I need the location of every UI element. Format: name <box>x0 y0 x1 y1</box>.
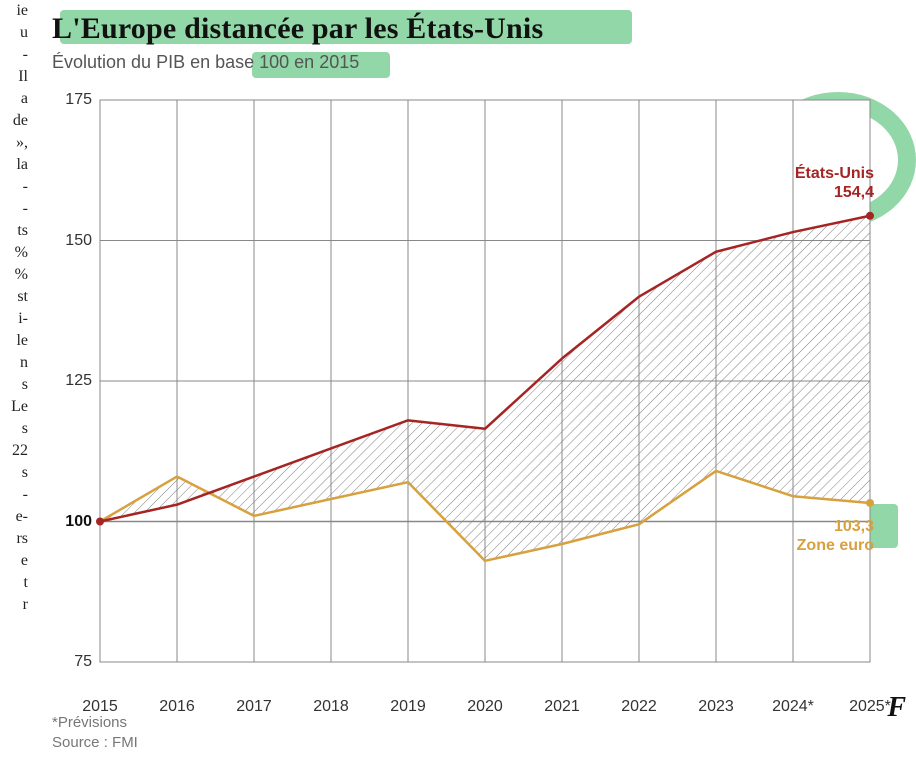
footnote: *Prévisions <box>52 714 127 731</box>
x-tick-label: 2021 <box>544 698 580 716</box>
series-value-us: 154,4 <box>795 183 874 202</box>
x-tick-label: 2020 <box>467 698 503 716</box>
y-tick-label: 150 <box>65 232 92 250</box>
chart-title: L'Europe distancée par les États-Unis <box>52 12 543 46</box>
publisher-logo: F <box>887 692 906 724</box>
chart-subtitle: Évolution du PIB en base 100 en 2015 <box>52 52 543 73</box>
x-tick-label: 2015 <box>82 698 118 716</box>
chart-svg <box>40 92 900 692</box>
y-tick-label: 175 <box>65 91 92 109</box>
x-tick-label: 2017 <box>236 698 272 716</box>
x-tick-label: 2019 <box>390 698 426 716</box>
y-tick-label: 125 <box>65 372 92 390</box>
x-tick-label: 2016 <box>159 698 195 716</box>
x-tick-label: 2024* <box>772 698 814 716</box>
chart: 75100125150175 2015201620172018201920202… <box>40 92 900 692</box>
series-label-euro: 103,3Zone euro <box>797 517 874 555</box>
x-tick-label: 2022 <box>621 698 657 716</box>
x-tick-label: 2018 <box>313 698 349 716</box>
series-name-euro: Zone euro <box>797 536 874 555</box>
x-tick-label: 2025* <box>849 698 891 716</box>
y-tick-label: 100 <box>65 513 92 531</box>
y-tick-label: 75 <box>74 653 92 671</box>
series-name-us: États-Unis <box>795 164 874 183</box>
source: Source : FMI <box>52 734 138 751</box>
chart-header: L'Europe distancée par les États-Unis Év… <box>52 12 543 73</box>
series-label-us: États-Unis154,4 <box>795 164 874 202</box>
x-tick-label: 2023 <box>698 698 734 716</box>
series-value-euro: 103,3 <box>797 517 874 536</box>
article-fragment: ieu-Ilade»,la--ts%%sti-lensLes22s-e-rset… <box>0 0 32 764</box>
